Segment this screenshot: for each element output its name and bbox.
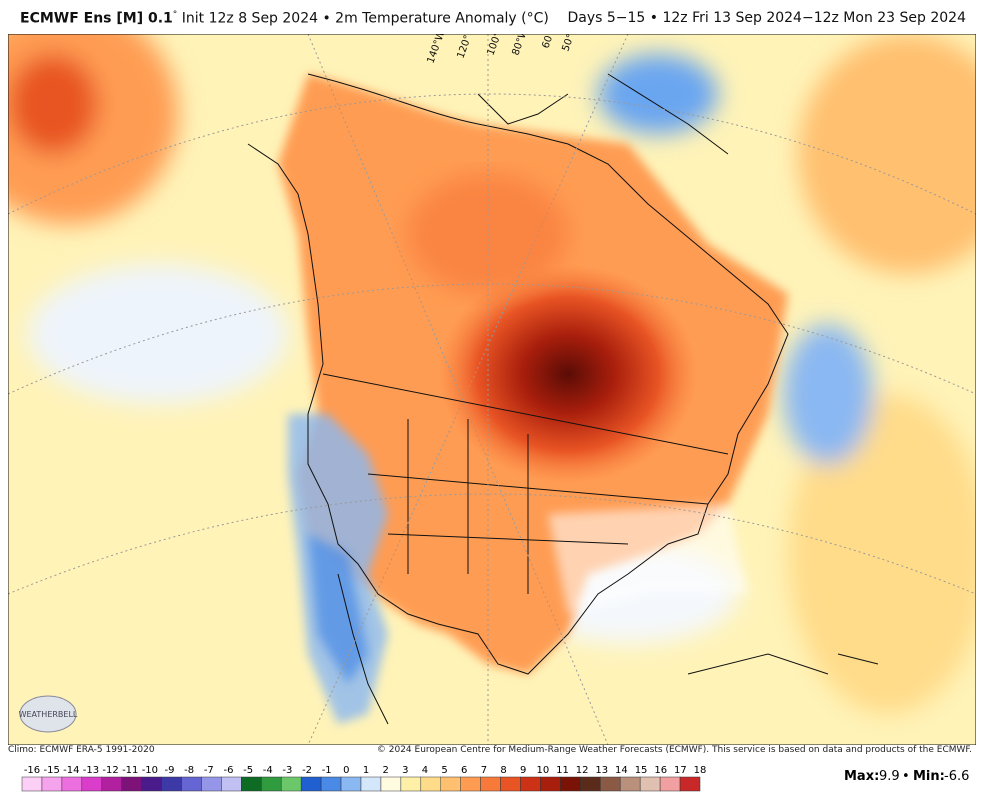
colorbar-tick-label: 7 xyxy=(481,765,487,776)
colorbar-tick-label: 10 xyxy=(536,765,549,776)
colorbar-swatch xyxy=(360,776,382,792)
min-value: -6.6 xyxy=(944,769,969,784)
colorbar-swatch xyxy=(619,776,641,792)
colorbar-swatch xyxy=(659,776,681,792)
colorbar-tick-label: -3 xyxy=(282,765,292,776)
colorbar-tick-label: -9 xyxy=(165,765,175,776)
colorbar-swatch xyxy=(500,776,521,792)
colorbar-swatch xyxy=(540,776,561,792)
colorbar-swatch xyxy=(280,776,302,792)
colorbar-swatch xyxy=(420,776,442,792)
colorbar-tick-label: 4 xyxy=(422,765,428,776)
max-label: Max: xyxy=(844,769,879,784)
colorbar-tick-label: -4 xyxy=(263,765,273,776)
colorbar-tick-label: 16 xyxy=(654,765,667,776)
colorbar-swatch xyxy=(21,776,43,792)
colorbar-swatch xyxy=(440,776,461,792)
colorbar-swatch xyxy=(221,776,242,792)
colorbar-tick-label: 9 xyxy=(520,765,526,776)
colorbar-tick-label: 3 xyxy=(402,765,408,776)
colorbar-tick-label: -2 xyxy=(302,765,312,776)
colorbar-tick-label: 11 xyxy=(556,765,569,776)
colorbar-swatch xyxy=(261,776,282,792)
colorbar-tick-label: -11 xyxy=(122,765,138,776)
colorbar-swatch xyxy=(201,776,222,792)
min-label: Min: xyxy=(913,769,945,784)
colorbar-tick-label: -5 xyxy=(243,765,253,776)
colorbar-tick-label: -14 xyxy=(63,765,79,776)
copyright: © 2024 European Centre for Medium-Range … xyxy=(376,745,972,755)
colorbar-tick-label: -15 xyxy=(43,765,59,776)
colorbar-swatch xyxy=(460,776,481,792)
colorbar-swatch xyxy=(121,776,142,792)
colorbar-tick-label: -8 xyxy=(184,765,194,776)
colorbar-tick-label: -10 xyxy=(142,765,158,776)
colorbar-tick-label: 18 xyxy=(694,765,707,776)
colorbar-tick-label: 17 xyxy=(674,765,687,776)
colorbar-tick-label: -16 xyxy=(24,765,40,776)
colorbar-swatch xyxy=(600,776,621,792)
colorbar-tick-label: -12 xyxy=(102,765,118,776)
colorbar-swatch xyxy=(480,776,501,792)
colorbar-tick-label: 8 xyxy=(500,765,506,776)
colorbar-swatch xyxy=(679,776,701,792)
colorbar-tick-label: -7 xyxy=(204,765,214,776)
colorbar-tick-label: -1 xyxy=(322,765,332,776)
subtitle: Init 12z 8 Sep 2024 • 2m Temperature Ano… xyxy=(181,10,549,27)
colorbar-swatch xyxy=(639,776,661,792)
colorbar-tick-label: 0 xyxy=(343,765,349,776)
colorbar-swatch xyxy=(560,776,581,792)
valid-time: Days 5−15 • 12z Fri 13 Sep 2024−12z Mon … xyxy=(567,10,966,26)
colorbar-swatch xyxy=(380,776,402,792)
colorbar-swatch xyxy=(81,776,103,792)
map: WEATHERBELL 140°W 120°W 100°W 80°W 60°W 50°W xyxy=(8,34,976,745)
colorbar-swatch xyxy=(181,776,202,792)
colorbar-tick-label: 1 xyxy=(363,765,369,776)
max-value: 9.9 xyxy=(879,769,900,784)
stats-separator: • xyxy=(902,769,910,784)
colorbar-tick-label: -13 xyxy=(83,765,99,776)
colorbar-swatch xyxy=(161,776,182,792)
colorbar-tick-label: 6 xyxy=(461,765,467,776)
colorbar-tick-label: 5 xyxy=(441,765,447,776)
colorbar: -16 -15 -14 -13 -12 -11 -10 -9 -8 -7 -6 -5 -4 -3 -2 -1 0… xyxy=(21,765,969,792)
colorbar-swatch xyxy=(320,776,342,792)
colorbar-swatch xyxy=(241,776,262,792)
colorbar-swatch xyxy=(400,776,422,792)
title: ECMWF Ens [M] 0.1 xyxy=(20,10,173,27)
title-unit: ° xyxy=(172,10,178,20)
colorbar-tick-label: 13 xyxy=(595,765,608,776)
colorbar-tick-label: 15 xyxy=(635,765,648,776)
colorbar-swatch xyxy=(61,776,83,792)
logo: WEATHERBELL xyxy=(19,710,78,719)
climo-note: Climo: ECMWF ERA-5 1991-2020 xyxy=(8,745,155,755)
colorbar-tick-label: 12 xyxy=(576,765,589,776)
header-left: ECMWF Ens [M] 0.1° Init 12z 8 Sep 2024 •… xyxy=(20,10,549,27)
colorbar-swatch xyxy=(300,776,322,792)
colorbar-tick-label: 2 xyxy=(382,765,388,776)
colorbar-swatch xyxy=(520,776,541,792)
colorbar-swatch xyxy=(340,776,362,792)
colorbar-swatch xyxy=(580,776,601,792)
colorbar-swatch xyxy=(101,776,122,792)
colorbar-swatch xyxy=(41,776,63,792)
colorbar-swatch xyxy=(141,776,162,792)
colorbar-tick-label: 14 xyxy=(615,765,628,776)
colorbar-tick-label: -6 xyxy=(223,765,233,776)
